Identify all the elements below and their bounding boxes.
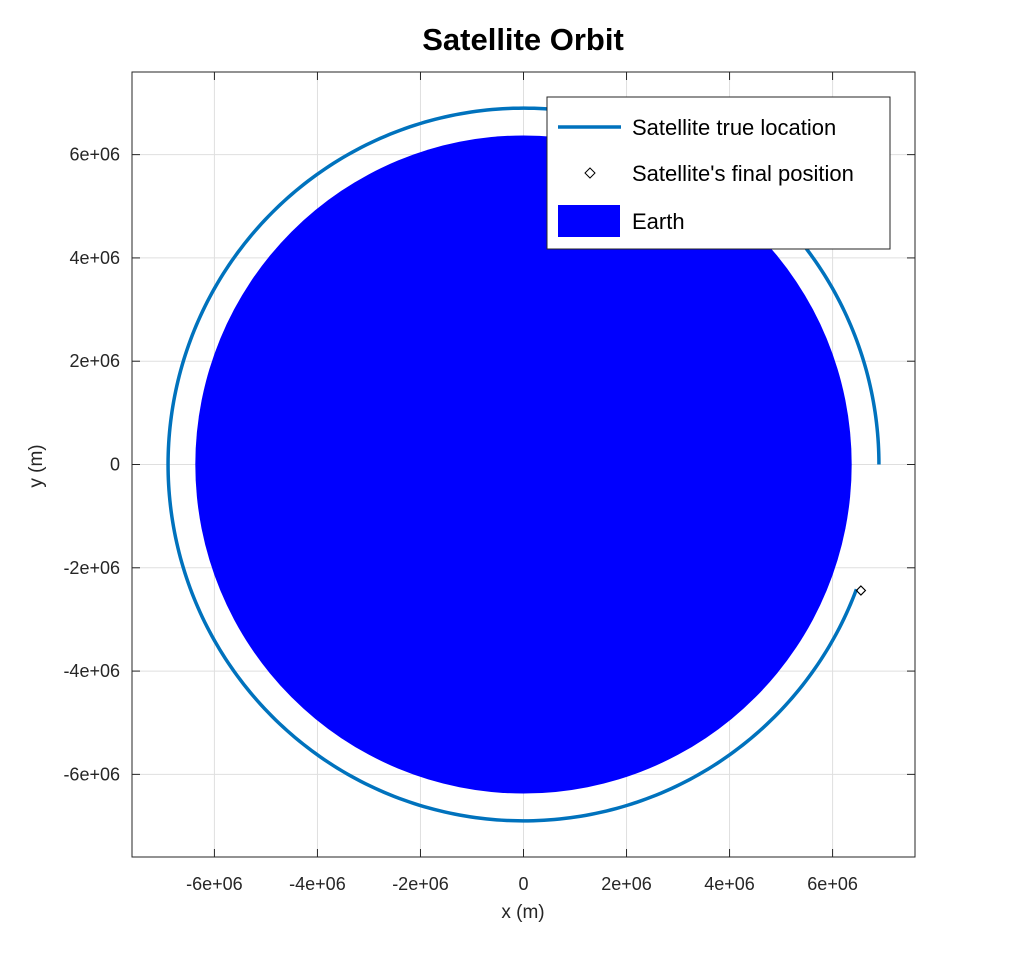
legend-label-earth: Earth	[632, 209, 685, 234]
x-axis-label: x (m)	[501, 902, 544, 923]
y-tick-label: -4e+06	[63, 661, 120, 681]
y-tick-label: 6e+06	[69, 145, 120, 165]
x-tick-label: -6e+06	[186, 874, 243, 894]
x-tick-label: 2e+06	[601, 874, 652, 894]
axis-ticks: -6e+06 -4e+06 -2e+06 0 2e+06 4e+06 6e+06 -6e+06…	[63, 72, 915, 894]
x-tick-label: 0	[518, 874, 528, 894]
x-tick-label: -2e+06	[392, 874, 449, 894]
x-tick-label: 4e+06	[704, 874, 755, 894]
legend-earth-swatch	[558, 205, 620, 237]
x-tick-label: 6e+06	[807, 874, 858, 894]
y-tick-label: 2e+06	[69, 351, 120, 371]
legend-label-final-position: Satellite's final position	[632, 161, 854, 186]
y-tick-label: -6e+06	[63, 764, 120, 784]
y-tick-label: -2e+06	[63, 558, 120, 578]
y-tick-label: 4e+06	[69, 248, 120, 268]
legend-diamond-marker	[584, 167, 596, 179]
x-tick-label: -4e+06	[289, 874, 346, 894]
final-position-marker	[855, 585, 867, 596]
chart-title: Satellite Orbit	[422, 22, 624, 57]
legend: Satellite true location Satellite's fina…	[546, 96, 891, 250]
y-axis-label: y (m)	[26, 444, 47, 487]
earth-disk	[195, 135, 852, 794]
legend-label-orbit: Satellite true location	[632, 115, 836, 140]
y-tick-label: 0	[110, 455, 120, 475]
